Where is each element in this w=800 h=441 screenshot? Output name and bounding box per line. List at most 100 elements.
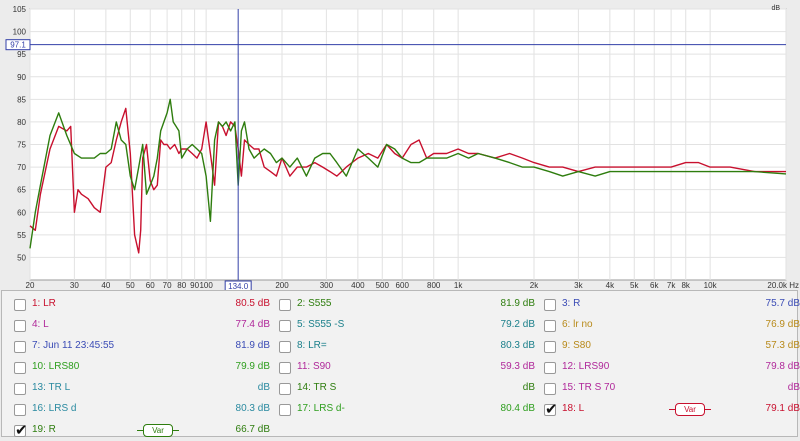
legend-item-8[interactable]: 8: LR= 80.3 dB [273, 337, 535, 357]
legend-label: 19: R [32, 424, 56, 435]
x-tick-label: 300 [320, 281, 334, 290]
legend-item-13[interactable]: 13: TR L dB [8, 379, 270, 399]
legend-item-7[interactable]: 7: Jun 11 23:45:55 81.9 dB [8, 337, 270, 357]
legend-checkbox[interactable] [279, 404, 291, 416]
legend-item-3[interactable]: 3: R 75.7 dB [538, 295, 800, 315]
legend-value: 79.1 dB [765, 403, 800, 414]
legend-value: 81.9 dB [500, 298, 535, 309]
x-tick-label: 8k [681, 281, 690, 290]
legend-item-15[interactable]: 15: TR S 70 dB [538, 379, 800, 399]
cursor-x-readout: 134.0 [228, 282, 249, 290]
legend-value: 80.4 dB [500, 403, 535, 414]
series-line-2 [29, 98, 787, 249]
x-tick-label: 90 [190, 281, 199, 290]
legend-checkbox[interactable] [544, 341, 556, 353]
legend-value: 80.3 dB [500, 340, 535, 351]
legend-value: dB [522, 382, 535, 393]
x-tick-label: 7k [667, 281, 676, 290]
legend-value: 80.3 dB [235, 403, 270, 414]
var-button[interactable]: Var [669, 403, 711, 416]
legend-item-2[interactable]: 2: S555 81.9 dB [273, 295, 535, 315]
legend-label: 15: TR S 70 [562, 382, 616, 393]
x-tick-label: 10k [704, 281, 718, 290]
x-tick-label: 500 [376, 281, 390, 290]
legend-checkbox[interactable] [14, 362, 26, 374]
legend-item-12[interactable]: 12: LRS90 79.8 dB [538, 358, 800, 378]
x-tick-label: 60 [146, 281, 155, 290]
legend-value: 59.3 dB [500, 361, 535, 372]
x-tick-label: 5k [630, 281, 639, 290]
chart-svg[interactable]: 50 55 60 65 70 75 80 85 90 95 100 105 dB 20 30 40 50 60 70… [0, 0, 800, 290]
cursor-y-box [5, 39, 31, 51]
legend-checkbox[interactable] [14, 299, 26, 311]
x-tick-label: 40 [101, 281, 110, 290]
legend-checkbox[interactable] [14, 341, 26, 353]
legend-checkbox[interactable] [279, 299, 291, 311]
legend-label: 14: TR S [297, 382, 337, 393]
x-tick-label: 20 [26, 281, 35, 290]
legend-value: dB [257, 382, 270, 393]
legend-label: 5: S555 -S [297, 319, 345, 330]
y-tick-label: 80 [17, 118, 26, 127]
legend-checkbox[interactable] [14, 383, 26, 395]
legend-checkbox[interactable] [544, 299, 556, 311]
legend-checkbox[interactable]: ✔ [14, 421, 28, 439]
legend-label: 7: Jun 11 23:45:55 [32, 340, 115, 351]
y-tick-label: 85 [17, 95, 26, 104]
legend-label: 8: LR= [297, 340, 327, 351]
legend-checkbox[interactable] [14, 404, 26, 416]
legend-item-14[interactable]: 14: TR S dB [273, 379, 535, 399]
x-tick-label: 3k [574, 281, 583, 290]
legend-item-1[interactable]: 1: LR 80.5 dB [8, 295, 270, 315]
legend-label: 4: L [32, 319, 49, 330]
legend-value: 79.2 dB [500, 319, 535, 330]
y-tick-label: 95 [17, 50, 26, 59]
legend-item-10[interactable]: 10: LRS80 79.9 dB [8, 358, 270, 378]
legend-checkbox[interactable] [279, 383, 291, 395]
frequency-response-chart[interactable]: 50 55 60 65 70 75 80 85 90 95 100 105 dB 20 30 40 50 60 70… [0, 0, 800, 290]
checkmark-icon: ✔ [15, 421, 28, 439]
legend-item-6[interactable]: 6: lr no 76.9 dB [538, 316, 800, 336]
x-tick-label: 70 [163, 281, 172, 290]
legend-label: 1: LR [32, 298, 56, 309]
legend-item-19[interactable]: ✔ 19: R Var 66.7 dB [8, 421, 270, 441]
x-tick-label: 2k [530, 281, 539, 290]
legend-checkbox[interactable] [14, 320, 26, 332]
x-tick-label: 100 [199, 281, 213, 290]
legend-label: 12: LRS90 [562, 361, 610, 372]
legend-value: 66.7 dB [235, 424, 270, 435]
legend-checkbox[interactable] [279, 320, 291, 332]
y-tick-label: 70 [17, 163, 26, 172]
legend-item-18[interactable]: ✔ 18: L Var 79.1 dB [538, 400, 800, 420]
legend-value: 79.9 dB [235, 361, 270, 372]
legend-checkbox[interactable] [544, 362, 556, 374]
legend-label: 2: S555 [297, 298, 332, 309]
legend-item-5[interactable]: 5: S555 -S 79.2 dB [273, 316, 535, 336]
y-tick-label: 60 [17, 208, 26, 217]
legend-checkbox[interactable]: ✔ [544, 400, 558, 418]
legend-label: 9: S80 [562, 340, 591, 351]
x-tick-label: 200 [275, 281, 289, 290]
legend-item-9[interactable]: 9: S80 57.3 dB [538, 337, 800, 357]
legend-label: 6: lr no [562, 319, 593, 330]
legend-checkbox[interactable] [544, 320, 556, 332]
legend-value: 81.9 dB [235, 340, 270, 351]
legend-item-11[interactable]: 11: S90 59.3 dB [273, 358, 535, 378]
y-tick-label: 100 [13, 28, 27, 37]
legend-checkbox[interactable] [279, 341, 291, 353]
cursor-x-box [224, 280, 252, 290]
legend-label: 17: LRS d- [297, 403, 345, 414]
legend-checkbox[interactable] [544, 383, 556, 395]
legend-label: 16: LRS d [32, 403, 77, 414]
var-button[interactable]: Var [137, 424, 179, 437]
legend-item-16[interactable]: 16: LRS d 80.3 dB [8, 400, 270, 420]
cursor-y-readout: 97.1 [10, 41, 26, 50]
legend-value: 57.3 dB [765, 340, 800, 351]
legend-label: 3: R [562, 298, 581, 309]
legend-value: 79.8 dB [765, 361, 800, 372]
legend-item-17[interactable]: 17: LRS d- 80.4 dB [273, 400, 535, 420]
legend-checkbox[interactable] [279, 362, 291, 374]
y-tick-label: 65 [17, 186, 26, 195]
legend-item-4[interactable]: 4: L 77.4 dB [8, 316, 270, 336]
legend-value: 76.9 dB [765, 319, 800, 330]
